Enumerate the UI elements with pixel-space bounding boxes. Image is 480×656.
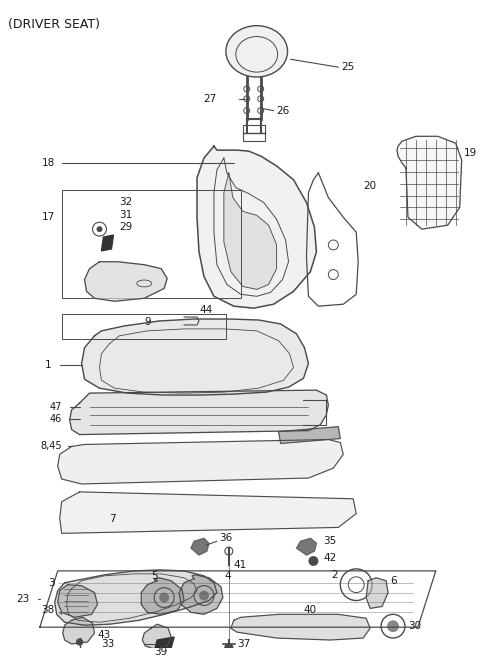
Text: 6: 6	[390, 576, 396, 586]
Ellipse shape	[226, 26, 288, 77]
Text: 43: 43	[97, 630, 111, 640]
Text: (DRIVER SEAT): (DRIVER SEAT)	[8, 18, 100, 31]
Text: 31: 31	[120, 211, 132, 220]
Circle shape	[77, 639, 83, 645]
Text: 30: 30	[408, 621, 421, 631]
Polygon shape	[70, 390, 328, 434]
Text: 37: 37	[237, 639, 250, 649]
Text: 36: 36	[219, 533, 232, 543]
Text: 32: 32	[120, 197, 132, 207]
Text: 39: 39	[154, 647, 168, 656]
Text: 19: 19	[464, 148, 477, 158]
Text: 46: 46	[49, 414, 62, 424]
Circle shape	[387, 621, 399, 632]
Polygon shape	[297, 539, 316, 555]
Polygon shape	[63, 617, 95, 644]
Bar	[62, 190, 241, 298]
Polygon shape	[197, 146, 316, 308]
Text: 38: 38	[41, 605, 55, 615]
Bar	[243, 125, 264, 141]
Circle shape	[199, 590, 209, 600]
Polygon shape	[58, 584, 97, 617]
Text: 20: 20	[363, 180, 376, 191]
Text: 7: 7	[109, 514, 116, 523]
Polygon shape	[397, 136, 462, 229]
Polygon shape	[101, 235, 113, 251]
Polygon shape	[142, 625, 171, 649]
Text: 27: 27	[204, 94, 217, 104]
Text: 26: 26	[276, 106, 290, 115]
Text: 8,45: 8,45	[40, 441, 62, 451]
Circle shape	[225, 644, 233, 652]
Polygon shape	[58, 440, 343, 484]
Text: 23: 23	[17, 594, 30, 604]
Polygon shape	[55, 570, 217, 625]
Polygon shape	[179, 575, 223, 614]
Text: 40: 40	[303, 605, 317, 615]
Text: 17: 17	[41, 213, 55, 222]
Text: 42: 42	[324, 553, 336, 563]
Text: 5: 5	[151, 571, 158, 581]
Text: 3: 3	[48, 578, 55, 588]
Circle shape	[96, 226, 103, 232]
Text: 4: 4	[225, 571, 231, 581]
Text: 1: 1	[45, 360, 52, 371]
Text: 9: 9	[144, 317, 151, 327]
Polygon shape	[82, 319, 309, 395]
Text: 35: 35	[324, 536, 336, 546]
Text: 47: 47	[49, 402, 62, 412]
Polygon shape	[278, 426, 340, 443]
Polygon shape	[191, 539, 209, 555]
Circle shape	[309, 556, 318, 566]
Text: 44: 44	[199, 305, 212, 315]
Text: 41: 41	[234, 560, 247, 570]
Bar	[62, 314, 226, 338]
Polygon shape	[366, 578, 388, 608]
Text: 25: 25	[341, 62, 355, 72]
Polygon shape	[154, 637, 174, 651]
Polygon shape	[224, 173, 276, 289]
Polygon shape	[231, 614, 370, 640]
Polygon shape	[84, 262, 167, 301]
Circle shape	[159, 592, 169, 602]
Polygon shape	[60, 492, 356, 533]
Polygon shape	[141, 578, 184, 614]
Text: 33: 33	[101, 639, 114, 649]
Text: 29: 29	[120, 222, 132, 232]
Text: 2: 2	[332, 570, 338, 580]
Text: 18: 18	[41, 158, 55, 168]
